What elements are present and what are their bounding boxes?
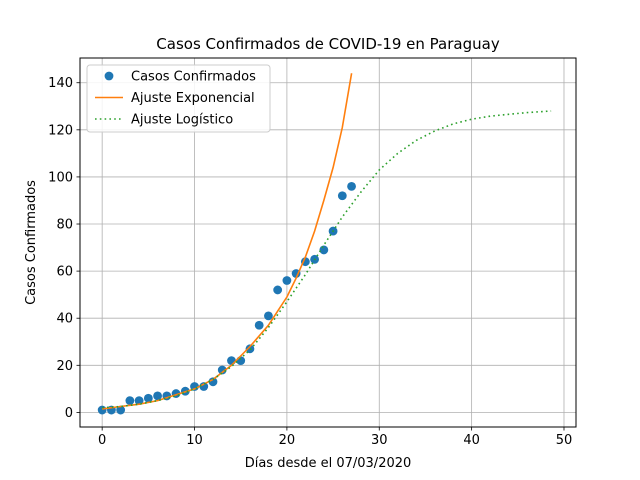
data-point xyxy=(143,393,153,403)
x-tick-label: 50 xyxy=(556,433,573,448)
y-tick-label: 40 xyxy=(56,312,73,327)
legend-box xyxy=(86,64,271,133)
data-point xyxy=(319,245,329,255)
x-tick-label: 40 xyxy=(463,433,480,448)
y-axis: 0 20 40 60 80 100 120 140 xyxy=(48,76,80,421)
data-point xyxy=(134,396,144,406)
y-tick-label: 140 xyxy=(48,76,73,91)
grid xyxy=(80,58,576,427)
data-point xyxy=(125,396,135,406)
data-point xyxy=(273,285,283,295)
y-tick-label: 80 xyxy=(56,218,73,233)
data-point xyxy=(116,405,126,415)
y-tick-label: 60 xyxy=(56,265,73,280)
x-tick-label: 30 xyxy=(371,433,388,448)
data-point xyxy=(217,365,227,375)
plot-area xyxy=(97,73,552,415)
y-tick-label: 120 xyxy=(48,123,73,138)
legend: Casos Confirmados Ajuste Exponencial Ajust… xyxy=(86,64,271,133)
data-point xyxy=(199,382,209,391)
logistic-fit-line xyxy=(102,110,552,409)
y-tick-label: 20 xyxy=(56,359,73,374)
data-point xyxy=(264,311,273,321)
exponential-fit-line xyxy=(102,73,353,410)
legend-label: Ajuste Exponencial xyxy=(131,91,255,106)
data-point xyxy=(282,276,292,285)
legend-label: Casos Confirmados xyxy=(131,70,256,85)
y-tick-label: 0 xyxy=(65,406,73,421)
data-point xyxy=(227,356,236,365)
data-point xyxy=(208,377,218,387)
legend-label: Ajuste Logístico xyxy=(131,113,233,128)
data-point xyxy=(236,356,246,365)
x-tick-label: 0 xyxy=(98,433,106,448)
x-tick-label: 20 xyxy=(279,433,296,448)
y-tick-label: 100 xyxy=(48,170,73,185)
data-point xyxy=(254,320,264,330)
x-axis-label: Días desde el 07/03/2020 xyxy=(245,456,412,471)
data-point xyxy=(337,191,347,201)
data-point xyxy=(190,382,199,391)
x-tick-label: 10 xyxy=(186,433,203,448)
x-axis: 0 10 20 30 40 50 xyxy=(98,427,572,448)
y-axis-label: Casos Confirmados xyxy=(24,180,39,305)
chart-title: Casos Confirmados de COVID-19 en Paragua… xyxy=(156,35,500,53)
data-point xyxy=(153,391,162,401)
legend-marker xyxy=(104,71,114,81)
plot-frame xyxy=(79,57,577,428)
data-point xyxy=(347,181,356,191)
